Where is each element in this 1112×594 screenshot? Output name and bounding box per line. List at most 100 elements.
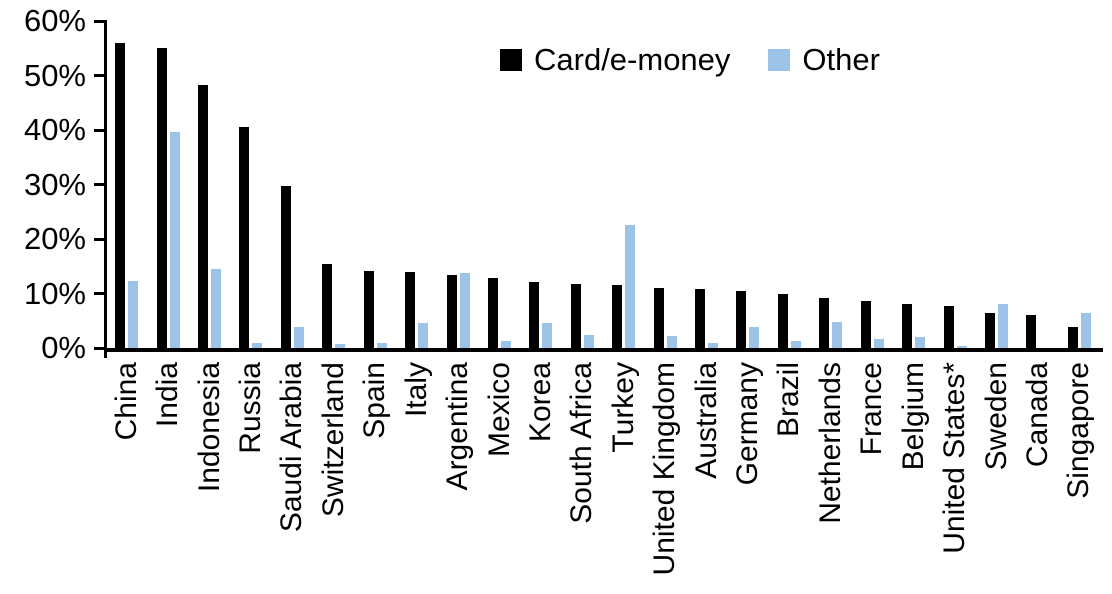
- bar-card-e-money: [487, 277, 498, 348]
- bar-other: [418, 323, 429, 348]
- bar-group: [520, 21, 561, 348]
- bar-group: [976, 21, 1017, 348]
- bar-other: [832, 321, 843, 348]
- y-axis-tick-mark: [94, 183, 105, 186]
- bar-card-e-money: [570, 284, 581, 348]
- bar-other: [1080, 312, 1091, 348]
- x-axis-label-cell: Mexico: [479, 362, 520, 592]
- bar-group: [479, 21, 520, 348]
- x-axis-label-cell: United Kingdom: [644, 362, 685, 592]
- bar-other: [708, 342, 719, 348]
- bar-card-e-money: [984, 312, 995, 348]
- x-axis-label: Russia: [233, 362, 267, 454]
- bar-other: [169, 131, 180, 348]
- y-axis-tick-mark: [94, 19, 105, 23]
- bar-other: [956, 346, 967, 348]
- bar-other: [666, 336, 677, 348]
- y-axis-tick-mark: [94, 237, 105, 241]
- bar-card-e-money: [280, 185, 291, 348]
- bar-other: [583, 335, 594, 348]
- x-axis-label: South Africa: [565, 362, 599, 524]
- bar-other: [997, 304, 1008, 348]
- bar-group: [562, 21, 603, 348]
- x-axis-label: Canada: [1020, 362, 1054, 468]
- x-axis-label-cell: South Africa: [562, 362, 603, 592]
- x-axis-label-cell: India: [147, 362, 188, 592]
- x-axis-label-cell: Switzerland: [313, 362, 354, 592]
- bar-card-e-money: [653, 288, 664, 348]
- x-axis-label: United Kingdom: [648, 362, 682, 576]
- y-axis-tick-mark: [94, 346, 105, 350]
- x-axis-label-cell: Sweden: [976, 362, 1017, 592]
- x-axis-label-cell: Netherlands: [810, 362, 851, 592]
- bar-group: [644, 21, 685, 348]
- x-axis-label: Brazil: [772, 362, 806, 438]
- x-axis-label-cell: Singapore: [1059, 362, 1100, 592]
- y-axis-tick-mark: [94, 292, 105, 295]
- y-axis-tick-label: 40%: [23, 112, 86, 147]
- bar-other: [252, 342, 263, 348]
- x-axis-label-cell: Italy: [396, 362, 437, 592]
- x-axis-label-cell: Spain: [355, 362, 396, 592]
- bar-card-e-money: [612, 285, 623, 348]
- bar-card-e-money: [198, 85, 209, 348]
- x-axis-label: Singapore: [1062, 362, 1096, 499]
- y-axis-tick-label: 50%: [23, 57, 86, 93]
- legend-swatch-card-e-money: [500, 49, 522, 71]
- bar-group: [686, 21, 727, 348]
- x-axis-label-cell: Turkey: [603, 362, 644, 592]
- bar-card-e-money: [777, 293, 788, 348]
- x-axis-label: China: [109, 362, 143, 441]
- x-axis-label: Indonesia: [192, 362, 226, 493]
- x-axis-labels: China India Indonesia Russia Saudi Arabia Swi…: [106, 362, 1100, 592]
- x-axis-label: India: [151, 362, 185, 428]
- x-axis-line: [104, 348, 1103, 352]
- bar-other: [749, 326, 760, 348]
- bar-group: [1059, 21, 1100, 348]
- bar-group: [810, 21, 851, 348]
- bar-group: [934, 21, 975, 348]
- bar-group: [437, 21, 478, 348]
- bar-other: [459, 272, 470, 348]
- bar-group: [147, 21, 188, 348]
- y-axis-tick-label: 10%: [23, 275, 86, 311]
- x-axis-label: France: [855, 362, 889, 456]
- bar-group: [727, 21, 768, 348]
- bar-card-e-money: [695, 289, 706, 348]
- y-axis-tick-label: 30%: [23, 166, 86, 202]
- legend-label-card-e-money: Card/e-money: [534, 42, 731, 77]
- x-axis-label: Germany: [731, 362, 765, 486]
- y-axis-tick-label: 20%: [23, 221, 86, 256]
- bar-other: [128, 280, 139, 348]
- bar-card-e-money: [1026, 315, 1037, 348]
- bar-other: [873, 339, 884, 348]
- bar-group: [603, 21, 644, 348]
- bar-other: [790, 341, 801, 348]
- bar-other: [376, 342, 387, 348]
- bar-card-e-money: [819, 297, 830, 348]
- bar-card-e-money: [902, 303, 913, 348]
- bar-group: [396, 21, 437, 348]
- bar-group: [272, 21, 313, 348]
- bar-card-e-money: [860, 301, 871, 348]
- bar-other: [915, 337, 926, 348]
- x-axis-label: Switzerland: [316, 362, 350, 518]
- bar-other: [500, 340, 511, 348]
- y-axis-tick-label: 0%: [41, 330, 86, 365]
- y-axis-tick-mark: [94, 128, 105, 132]
- x-axis-label: Spain: [358, 362, 392, 439]
- x-axis-label-cell: Indonesia: [189, 362, 230, 592]
- bar-other: [542, 323, 553, 348]
- x-axis-label: Australia: [689, 362, 723, 479]
- bar-other: [625, 225, 636, 348]
- bar-card-e-money: [322, 263, 333, 348]
- bar-card-e-money: [736, 290, 747, 348]
- legend-label-other: Other: [802, 42, 880, 77]
- x-axis-label: Korea: [523, 362, 557, 443]
- x-axis-label: Argentina: [441, 362, 475, 491]
- bar-group: [106, 21, 147, 348]
- x-axis-label-cell: France: [852, 362, 893, 592]
- x-axis-label: Mexico: [482, 362, 516, 458]
- x-axis-label: Netherlands: [813, 362, 847, 524]
- bar-group: [769, 21, 810, 348]
